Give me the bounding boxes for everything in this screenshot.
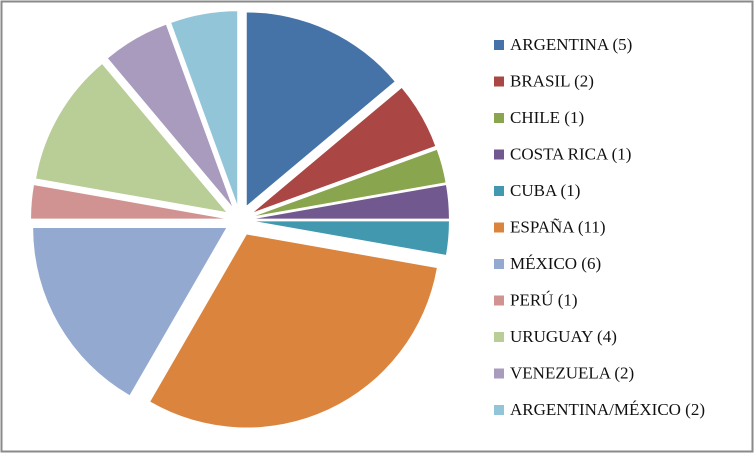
- legend-label: MÉXICO (6): [510, 254, 601, 273]
- pie-slice: [253, 87, 436, 212]
- pie-slice: [107, 24, 232, 207]
- legend-swatch: [494, 332, 504, 342]
- legend-swatch: [494, 405, 504, 415]
- pie-slice: [150, 234, 437, 428]
- legend-swatch: [494, 368, 504, 379]
- legend-label: ARGENTINA (5): [510, 35, 632, 54]
- legend-swatch: [494, 259, 504, 269]
- legend-label: ESPAÑA (11): [510, 217, 606, 236]
- legend-label: CHILE (1): [510, 108, 584, 127]
- legend-label: VENEZUELA (2): [510, 363, 634, 382]
- legend-swatch: [494, 40, 504, 50]
- legend-swatch: [494, 222, 504, 233]
- legend-label: PERÚ (1): [510, 290, 578, 309]
- legend-swatch: [494, 186, 504, 196]
- legend-label: CUBA (1): [510, 181, 580, 200]
- pie-slice: [36, 64, 227, 213]
- pie-slice: [255, 221, 449, 255]
- pie-slice: [31, 185, 225, 219]
- pie-slice: [171, 11, 238, 205]
- legend-label: BRASIL (2): [510, 71, 594, 90]
- legend-swatch: [494, 149, 504, 160]
- pie-slice: [255, 149, 446, 216]
- legend-swatch: [494, 76, 504, 87]
- legend-label: ARGENTINA/MÉXICO (2): [510, 400, 705, 419]
- legend-swatch: [494, 295, 504, 306]
- pie-slice: [255, 185, 449, 219]
- pie-slice: [33, 228, 227, 396]
- legend-label: URUGUAY (4): [510, 327, 617, 346]
- legend-label: COSTA RICA (1): [510, 144, 631, 163]
- legend-swatch: [494, 113, 504, 123]
- pie-slice: [246, 12, 395, 206]
